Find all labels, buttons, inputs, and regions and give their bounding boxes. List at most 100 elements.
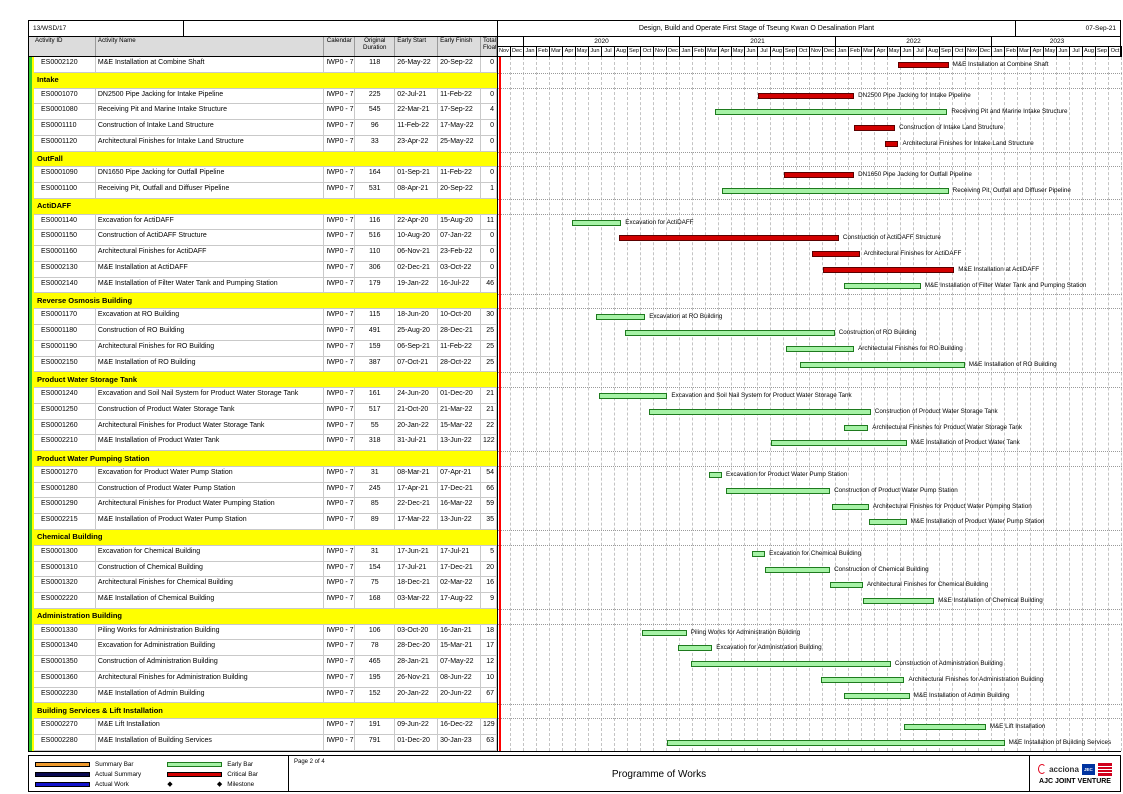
month-gridline <box>979 57 992 751</box>
year-tick: 2023 <box>1049 38 1065 45</box>
activity-row: ES0002215 M&E Installation of Product Wat… <box>29 514 497 530</box>
column-header-activity-id: Activity ID <box>29 37 96 56</box>
gantt-bar-label: Architectural Finishes for Product Water… <box>872 423 1023 431</box>
cell-calendar: IWP0 - 7 <box>324 577 356 593</box>
cell-total-float: 22 <box>481 419 497 435</box>
month-gridline <box>1057 57 1070 751</box>
month-tick: Aug <box>1083 47 1096 56</box>
cell-early-start: 23-Apr-22 <box>395 135 439 151</box>
cell-activity-name: Excavation for Product Water Pump Statio… <box>96 466 325 482</box>
gantt-bar-label: DN2500 Pipe Jacking for Intake Pipeline <box>858 92 971 100</box>
cell-activity-id: ES0002130 <box>29 261 96 277</box>
month-tick: May <box>888 47 901 56</box>
cell-original-duration: 225 <box>355 88 396 104</box>
cell-calendar: IWP0 - 7 <box>324 57 356 72</box>
gantt-bar-label: Piling Works for Administration Building <box>690 628 801 636</box>
month-gridline <box>1083 57 1096 751</box>
cell-activity-id: ES0001070 <box>29 88 96 104</box>
month-tick: Dec <box>823 47 836 56</box>
month-gridline <box>1031 57 1044 751</box>
gantt-bar-label: Excavation at RO Building <box>649 313 723 321</box>
cell-early-start: 28-Jan-21 <box>395 656 439 671</box>
cell-early-start: 18-Jun-20 <box>395 309 439 325</box>
activity-row: ES0001350 Construction of Administration … <box>29 656 497 672</box>
cell-activity-id: ES0002230 <box>29 687 96 703</box>
legend-label: Actual Work <box>95 780 129 788</box>
month-gridline <box>732 57 745 751</box>
cell-total-float: 1 <box>481 183 497 198</box>
cell-original-duration: 116 <box>355 214 396 230</box>
month-tick: May <box>1044 47 1057 56</box>
cell-activity-id: ES0002220 <box>29 593 96 608</box>
cell-early-start: 01-Dec-20 <box>395 734 439 750</box>
gantt-bar-early <box>722 188 949 195</box>
activity-row: ES0001170 Excavation at RO Building IWP0 -… <box>29 309 497 326</box>
cell-original-duration: 318 <box>355 435 396 451</box>
cell-calendar: IWP0 - 7 <box>324 656 356 671</box>
legend-item: Actual Work <box>35 779 141 789</box>
activity-row: ES0001090 DN1650 Pipe Jacking for Outfall… <box>29 167 497 184</box>
gantt-bar-label: M&E Lift Installation <box>989 723 1046 731</box>
cell-calendar: IWP0 - 7 <box>324 88 356 104</box>
activity-row: ES0001070 DN2500 Pipe Jacking for Intake … <box>29 88 497 105</box>
gantt-bar-early <box>843 424 869 431</box>
gantt-bar-critical <box>812 251 860 258</box>
month-gridline <box>719 57 732 751</box>
cell-total-float: 25 <box>481 340 497 356</box>
cell-early-start: 28-Dec-20 <box>395 640 439 656</box>
activity-row: ES0001270 Excavation for Product Water Pu… <box>29 466 497 483</box>
gantt-bar-label: Construction of Administration Building <box>894 660 1003 668</box>
column-header-calendar: Calendar <box>324 37 356 56</box>
cell-early-finish: 28-Dec-21 <box>438 325 482 340</box>
activity-row: ES0001310 Construction of Chemical Buildi… <box>29 561 497 578</box>
activity-row: ES0001140 Excavation for ActiDAFF IWP0 - 7… <box>29 214 497 231</box>
gantt-bar-label: Excavation for Product Water Pump Statio… <box>726 470 848 478</box>
cell-early-finish: 16-Mar-22 <box>438 498 482 514</box>
column-header-activity-name: Activity Name <box>96 37 325 56</box>
gantt-bar-early <box>596 314 646 321</box>
section-header-row: Product Water Storage Tank <box>29 372 497 389</box>
cell-early-start: 11-Feb-22 <box>395 120 439 135</box>
gantt-bar-label: Receiving Pit, Outfall and Diffuser Pipe… <box>952 187 1071 195</box>
cell-total-float: 9 <box>481 593 497 608</box>
cell-activity-name: M&E Installation of RO Building <box>96 356 325 372</box>
cell-total-float: 25 <box>481 325 497 340</box>
cell-early-finish: 17-Aug-22 <box>438 593 482 608</box>
cell-total-float: 67 <box>481 687 497 703</box>
month-gridline <box>654 57 667 751</box>
cell-total-float: 18 <box>481 624 497 640</box>
footer-center: Page 2 of 4 Programme of Works <box>289 756 1030 791</box>
month-tick: Apr <box>875 47 888 56</box>
month-row: Nov Dec Jan Feb Mar Apr May Jun Jul Aug Sep Oct Nov D… <box>498 47 1122 56</box>
activity-row: ES0001340 Excavation for Administration B… <box>29 640 497 657</box>
gantt-body: M&E Installation at Combine Shaft DN2500 … <box>498 57 1122 751</box>
column-header-original-duration: Original Duration <box>355 37 396 56</box>
cell-activity-name: Construction of Administration Building <box>96 656 325 671</box>
gantt-bar-early <box>691 661 891 668</box>
cell-early-start: 24-Jun-20 <box>395 388 439 403</box>
cell-original-duration: 245 <box>355 482 396 498</box>
cell-calendar: IWP0 - 7 <box>324 135 356 151</box>
gantt-bar-critical <box>898 61 949 68</box>
month-tick: Sep <box>940 47 953 56</box>
month-gridline <box>888 57 901 751</box>
cell-original-duration: 191 <box>355 719 396 734</box>
cell-early-finish: 25-May-22 <box>438 135 482 151</box>
cell-activity-name: Excavation at RO Building <box>96 309 325 325</box>
cell-early-finish: 20-Sep-22 <box>438 183 482 198</box>
cell-early-finish: 21-Mar-22 <box>438 403 482 419</box>
month-gridline <box>940 57 953 751</box>
table-column-header: Activity ID Activity Name Calendar Original… <box>29 37 497 57</box>
cell-activity-name: Construction of Chemical Building <box>96 561 325 577</box>
gantt-bar-label: Architectural Finishes for ActiDAFF <box>863 250 962 258</box>
cell-activity-id: ES0002150 <box>29 356 96 372</box>
cell-early-finish: 28-Oct-22 <box>438 356 482 372</box>
cell-activity-id: ES0001090 <box>29 167 96 183</box>
cell-early-finish: 08-Jun-22 <box>438 671 482 687</box>
cell-activity-id: ES0002140 <box>29 277 96 293</box>
cell-original-duration: 118 <box>355 57 396 72</box>
title-band: 13/WSD/17 Design, Build and Operate Firs… <box>29 21 1120 37</box>
month-gridline <box>1018 57 1031 751</box>
cell-activity-id: ES0001120 <box>29 135 96 151</box>
cell-early-start: 02-Jul-21 <box>395 88 439 104</box>
